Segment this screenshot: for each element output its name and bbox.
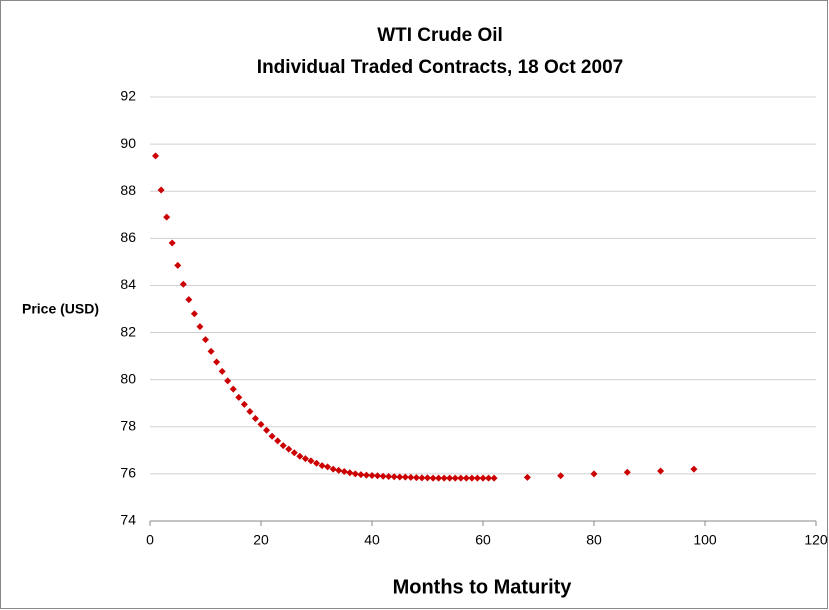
y-tick-label: 86 bbox=[120, 229, 136, 245]
data-point bbox=[296, 452, 304, 460]
data-point bbox=[174, 261, 182, 269]
data-point bbox=[179, 280, 187, 288]
data-point bbox=[351, 470, 359, 478]
y-tick-label: 74 bbox=[120, 512, 136, 528]
x-tick-label: 60 bbox=[475, 532, 491, 548]
data-point bbox=[152, 152, 160, 160]
data-point bbox=[218, 367, 226, 375]
data-point bbox=[362, 471, 370, 479]
data-point bbox=[418, 474, 426, 482]
data-point bbox=[379, 472, 387, 480]
data-point bbox=[690, 465, 698, 473]
x-tick-label: 0 bbox=[146, 532, 154, 548]
data-point bbox=[462, 474, 470, 482]
data-point bbox=[490, 474, 498, 482]
data-point bbox=[279, 442, 287, 450]
data-point bbox=[318, 462, 326, 470]
x-tick-label: 120 bbox=[804, 532, 828, 548]
data-point bbox=[446, 474, 454, 482]
y-tick-label: 82 bbox=[120, 323, 136, 339]
data-point bbox=[246, 407, 254, 415]
y-tick-label: 84 bbox=[120, 276, 136, 292]
data-point bbox=[457, 474, 465, 482]
data-point bbox=[324, 463, 332, 471]
data-point bbox=[485, 474, 493, 482]
x-tick-label: 40 bbox=[364, 532, 380, 548]
data-point bbox=[207, 347, 215, 355]
data-point bbox=[163, 213, 171, 221]
y-tick-label: 88 bbox=[120, 182, 136, 198]
x-tick-label: 80 bbox=[586, 532, 602, 548]
data-point bbox=[157, 186, 165, 194]
data-point bbox=[340, 468, 348, 476]
x-tick-label: 100 bbox=[693, 532, 717, 548]
data-point bbox=[263, 426, 271, 434]
y-tick-label: 78 bbox=[120, 417, 136, 433]
data-point bbox=[301, 455, 309, 463]
data-point bbox=[374, 472, 382, 480]
data-point bbox=[435, 474, 443, 482]
x-tick-label: 20 bbox=[253, 532, 269, 548]
data-point bbox=[196, 323, 204, 331]
data-point bbox=[407, 473, 415, 481]
data-point bbox=[479, 474, 487, 482]
data-point bbox=[290, 449, 298, 457]
chart-title: WTI Crude Oil bbox=[377, 25, 503, 46]
x-axis-title: Months to Maturity bbox=[393, 576, 573, 598]
data-point bbox=[335, 466, 343, 474]
data-point bbox=[168, 239, 176, 247]
y-axis-title: Price (USD) bbox=[22, 301, 99, 317]
data-point bbox=[451, 474, 459, 482]
data-point bbox=[274, 437, 282, 445]
data-point bbox=[557, 472, 565, 480]
data-point bbox=[329, 465, 337, 473]
data-point bbox=[213, 358, 221, 366]
data-point bbox=[390, 473, 398, 481]
data-point bbox=[235, 393, 243, 401]
data-point bbox=[468, 474, 476, 482]
data-point bbox=[240, 400, 248, 408]
data-point bbox=[224, 377, 232, 385]
data-point bbox=[313, 459, 320, 467]
data-point bbox=[429, 474, 437, 482]
data-point bbox=[523, 473, 531, 481]
data-point bbox=[368, 472, 376, 480]
data-point bbox=[440, 474, 448, 482]
data-point bbox=[285, 445, 293, 453]
data-point bbox=[623, 468, 631, 476]
data-point bbox=[657, 467, 665, 475]
data-point bbox=[401, 473, 409, 481]
data-point bbox=[229, 385, 237, 393]
data-point bbox=[590, 470, 598, 478]
data-point bbox=[385, 472, 393, 480]
y-tick-label: 92 bbox=[120, 88, 136, 104]
data-point bbox=[257, 420, 265, 428]
data-point bbox=[202, 336, 209, 344]
data-point bbox=[268, 432, 276, 440]
chart-subtitle: Individual Traded Contracts, 18 Oct 2007 bbox=[257, 57, 623, 78]
data-point bbox=[412, 474, 420, 482]
data-point bbox=[357, 471, 365, 479]
data-point bbox=[307, 457, 315, 465]
y-tick-label: 90 bbox=[120, 135, 136, 151]
data-point bbox=[346, 469, 354, 477]
data-point bbox=[251, 415, 259, 423]
data-point bbox=[424, 474, 431, 482]
data-point bbox=[190, 310, 198, 318]
data-point bbox=[473, 474, 481, 482]
data-point bbox=[185, 296, 193, 304]
y-tick-label: 80 bbox=[120, 370, 136, 386]
data-point bbox=[396, 473, 404, 481]
y-tick-label: 76 bbox=[120, 465, 136, 481]
